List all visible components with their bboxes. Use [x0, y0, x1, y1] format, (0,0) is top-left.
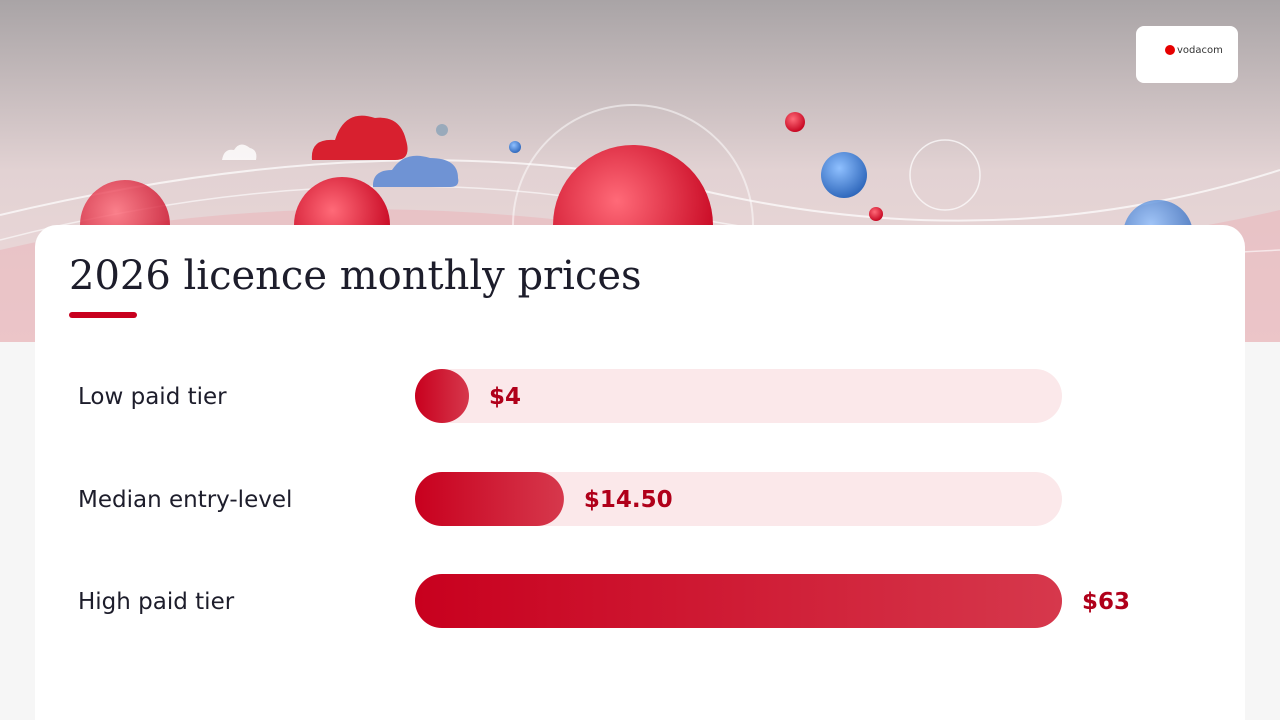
bar-track — [415, 472, 1062, 526]
logo-text: vodacom — [1177, 45, 1223, 56]
title-underline — [69, 312, 137, 318]
bar-track — [415, 369, 1062, 423]
bar — [415, 369, 469, 423]
bar — [415, 574, 1062, 628]
bar — [415, 472, 564, 526]
value-label: $14.50 — [584, 487, 673, 513]
value-label: $63 — [1082, 589, 1130, 615]
chart-title: 2026 licence monthly prices — [69, 253, 642, 299]
logo: vodacom — [1136, 26, 1238, 83]
category-label: High paid tier — [78, 589, 235, 615]
plot: Low paid tier $4 Median entry-level $14.50 H… — [78, 369, 1130, 628]
category-label: Median entry-level — [78, 487, 292, 513]
category-label: Low paid tier — [78, 384, 227, 410]
value-label: $4 — [489, 384, 521, 410]
